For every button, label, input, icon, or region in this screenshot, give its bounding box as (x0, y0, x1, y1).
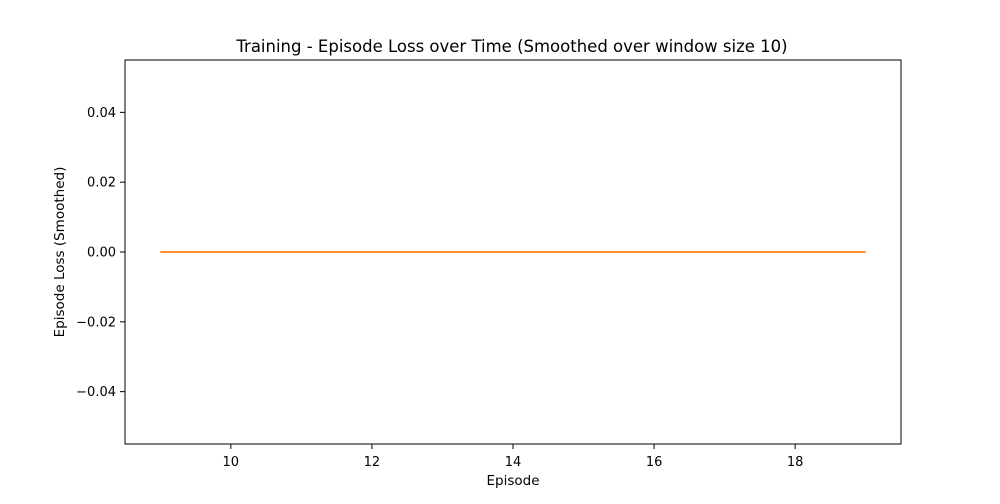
plot-area-frame (124, 59, 902, 445)
y-tick-label: 0.02 (87, 176, 116, 191)
x-tick-label: 14 (505, 455, 522, 470)
x-tick-label: 10 (223, 455, 240, 470)
x-tick-label: 12 (364, 455, 381, 470)
chart-title: Training - Episode Loss over Time (Smoot… (235, 37, 787, 56)
y-tick-label: 0.04 (87, 106, 116, 121)
y-axis-ticks: −0.04 −0.02 0.00 0.02 0.04 (76, 106, 125, 400)
x-tick-label: 18 (787, 455, 804, 470)
y-tick-label: −0.04 (76, 385, 116, 400)
y-tick-label: 0.00 (87, 246, 116, 261)
y-axis-label: Episode Loss (Smoothed) (52, 167, 68, 338)
x-axis-label: Episode (486, 473, 539, 489)
y-tick-label: −0.02 (76, 315, 116, 330)
x-tick-label: 16 (646, 455, 663, 470)
x-axis-ticks: 10 12 14 16 18 (223, 444, 804, 470)
